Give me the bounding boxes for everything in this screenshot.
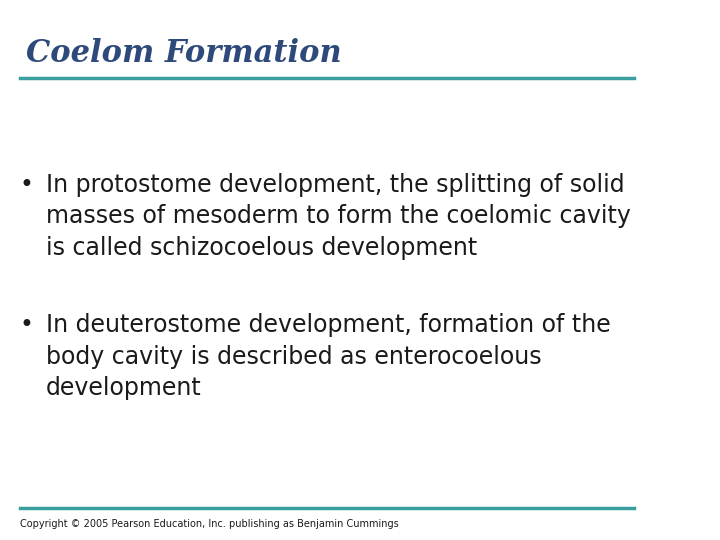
Text: Copyright © 2005 Pearson Education, Inc. publishing as Benjamin Cummings: Copyright © 2005 Pearson Education, Inc.… bbox=[19, 519, 398, 529]
Text: In deuterostome development, formation of the
body cavity is described as entero: In deuterostome development, formation o… bbox=[46, 313, 611, 400]
Text: In protostome development, the splitting of solid
masses of mesoderm to form the: In protostome development, the splitting… bbox=[46, 173, 631, 260]
Text: •: • bbox=[19, 313, 33, 337]
Text: •: • bbox=[19, 173, 33, 197]
Text: Coelom Formation: Coelom Formation bbox=[26, 38, 342, 69]
